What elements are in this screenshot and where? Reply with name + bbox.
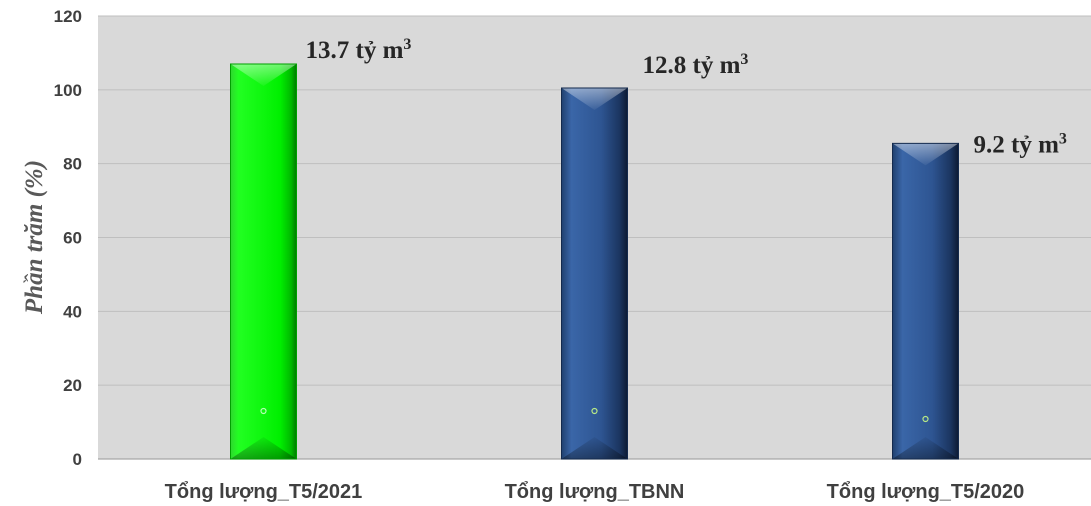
y-axis-label: Phần trăm (%): [21, 160, 48, 315]
y-axis-ticks: 0 20 40 60 80 100 120: [54, 7, 82, 469]
x-category-label: Tổng lượng_T5/2020: [827, 481, 1025, 503]
data-label: 12.8 tỷ m3: [643, 51, 749, 79]
y-tick-label: 40: [63, 302, 82, 321]
x-category-label: Tổng lượng_T5/2021: [165, 481, 363, 503]
bar: [230, 63, 297, 460]
y-tick-label: 0: [73, 450, 82, 469]
bars: [230, 63, 959, 460]
y-tick-label: 80: [63, 155, 82, 174]
y-tick-label: 60: [63, 229, 82, 248]
bar: [892, 142, 959, 460]
data-label: 9.2 tỷ m3: [974, 130, 1067, 158]
y-tick-label: 20: [63, 376, 82, 395]
data-label: 13.7 tỷ m3: [306, 36, 412, 64]
category-labels: Tổng lượng_T5/2021 Tổng lượng_TBNN Tổng lư…: [165, 481, 1025, 503]
x-category-label: Tổng lượng_TBNN: [505, 481, 685, 503]
y-tick-label: 120: [54, 7, 82, 26]
y-tick-label: 100: [54, 81, 82, 100]
bar: [561, 87, 628, 460]
data-labels: 13.7 tỷ m3 12.8 tỷ m3 9.2 tỷ m3: [306, 36, 1067, 158]
